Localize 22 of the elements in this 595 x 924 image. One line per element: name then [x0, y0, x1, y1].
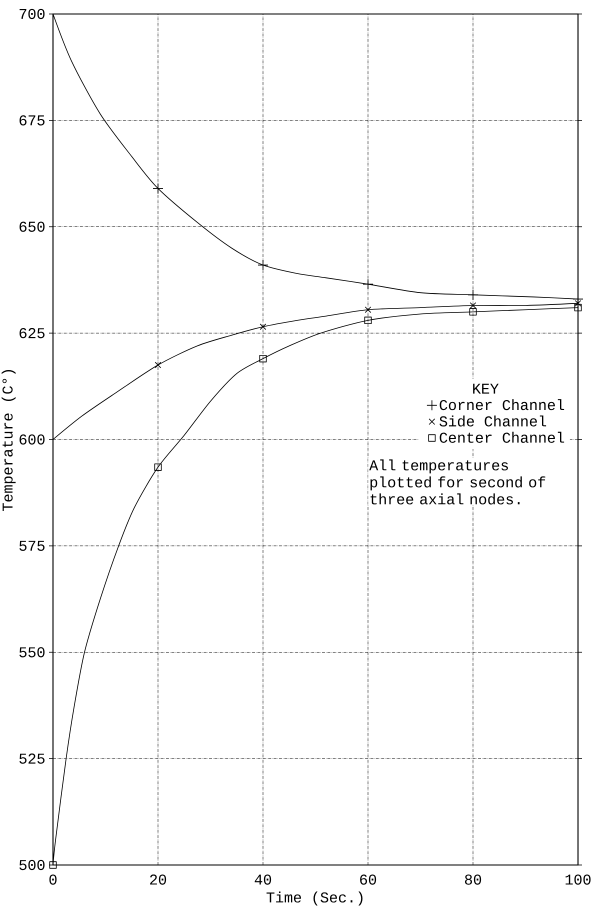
y-tick-label: 550	[19, 647, 45, 658]
legend-title: KEY	[473, 384, 499, 394]
x-tick-label: 0	[49, 874, 57, 885]
y-axis-title: Temperature (C°)	[2, 370, 16, 511]
x-axis-title: Time (Sec.)	[266, 892, 362, 906]
y-tick-label: 625	[20, 328, 45, 338]
y-tick-label: 700	[20, 8, 45, 20]
x-tick-label: 40	[254, 874, 272, 885]
y-tick-label: 600	[20, 434, 45, 445]
legend-label: Side Channel	[439, 415, 546, 427]
x-tick-label: 100	[566, 874, 591, 885]
x-tick-label: 80	[464, 874, 482, 885]
y-tick-label: 500	[19, 860, 45, 870]
y-tick-label: 575	[19, 540, 45, 551]
legend-label: Corner Channel	[440, 399, 564, 410]
x-tick-label: 20	[150, 874, 166, 885]
legend-label: Center Channel	[440, 432, 564, 443]
y-tick-label: 675	[20, 115, 45, 126]
x-tick-label: 60	[360, 874, 376, 885]
y-tick-label: 525	[19, 754, 45, 764]
y-tick-label: 650	[20, 222, 45, 232]
annotation: All temperatures plotted for second of three axial nodes.	[369, 459, 546, 504]
